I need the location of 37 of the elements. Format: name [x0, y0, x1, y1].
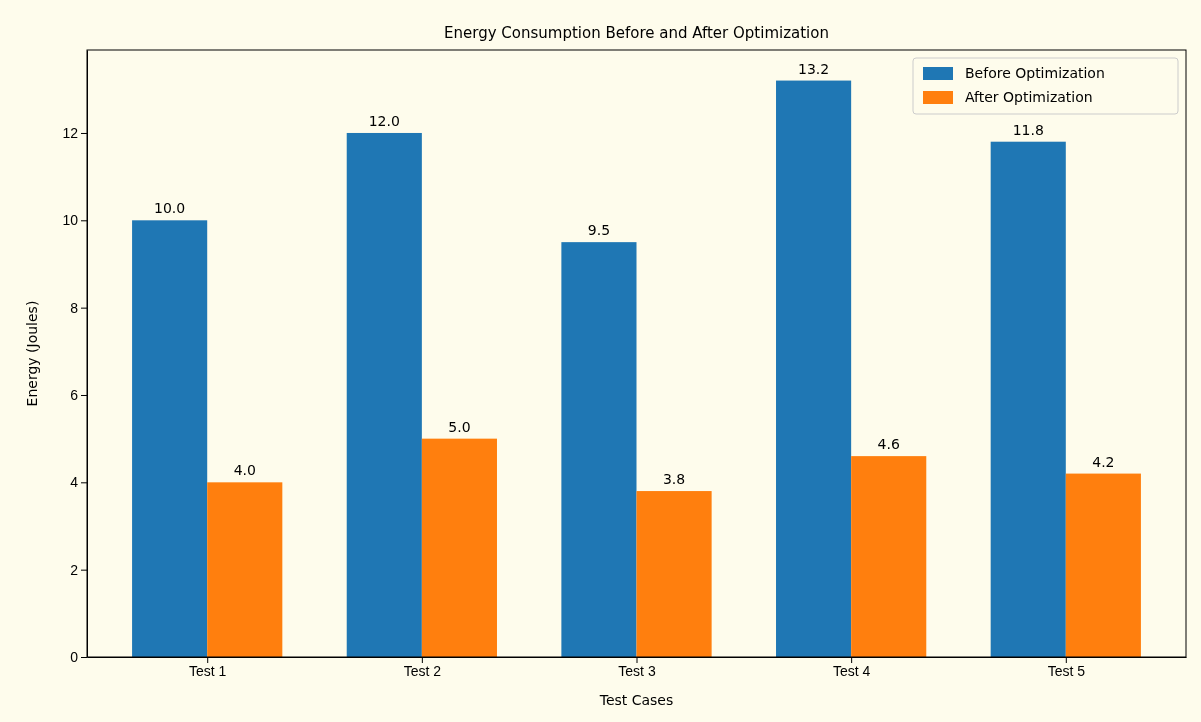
data-label: 10.0 [154, 200, 186, 217]
chart-title: Energy Consumption Before and After Optimization [444, 24, 829, 42]
bar [346, 132, 422, 657]
bar [776, 80, 852, 657]
bar [636, 491, 712, 657]
data-label: 4.6 [877, 436, 900, 453]
y-tick-label: 6 [70, 386, 79, 403]
data-label: 4.2 [1092, 453, 1115, 470]
bar [1065, 473, 1141, 657]
bar [990, 141, 1066, 657]
y-tick-label: 12 [62, 124, 79, 141]
bar [851, 456, 927, 657]
x-tick-label: Test 2 [403, 662, 442, 679]
data-label: 12.0 [368, 112, 400, 129]
data-label: 3.8 [662, 471, 686, 488]
data-label: 11.8 [1012, 121, 1044, 138]
y-tick-label: 4 [70, 474, 79, 491]
y-axis-title: Energy (Joules) [24, 300, 40, 407]
y-tick-label: 8 [70, 299, 79, 316]
bar [561, 242, 637, 657]
x-tick-label: Test 1 [189, 662, 227, 679]
y-tick-label: 2 [70, 561, 79, 578]
x-axis-title: Test Cases [598, 692, 674, 708]
bar [421, 438, 497, 657]
x-tick-label: Test 5 [1047, 662, 1086, 679]
y-tick-label: 0 [70, 648, 79, 665]
legend-label: After Optimization [965, 89, 1093, 105]
data-label: 9.5 [587, 222, 611, 239]
x-tick-label: Test 4 [832, 662, 871, 679]
bar [132, 220, 208, 657]
data-label: 13.2 [798, 60, 830, 77]
x-tick-label: Test 3 [618, 662, 656, 679]
y-tick-label: 10 [62, 212, 79, 229]
legend-label: Before Optimization [965, 65, 1105, 81]
data-label: 5.0 [448, 418, 471, 435]
bar [207, 482, 283, 657]
data-label: 4.0 [233, 462, 256, 479]
